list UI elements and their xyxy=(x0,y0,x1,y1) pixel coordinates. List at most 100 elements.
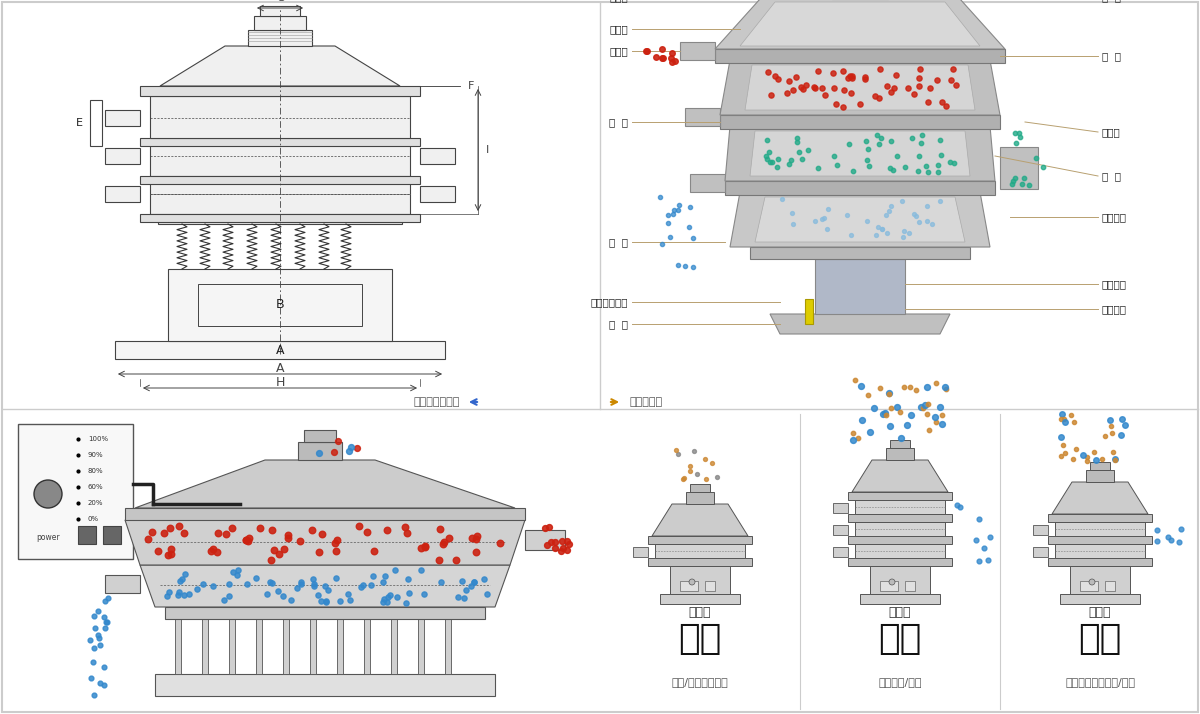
Point xyxy=(838,72,857,84)
Point xyxy=(236,534,256,545)
Point xyxy=(97,616,116,628)
Point xyxy=(882,86,901,98)
Point xyxy=(970,514,989,526)
Point xyxy=(757,134,776,146)
Point xyxy=(292,578,311,589)
Point xyxy=(464,576,484,588)
Point xyxy=(89,605,108,617)
Point xyxy=(1010,131,1030,142)
Point xyxy=(978,555,997,566)
Point xyxy=(827,159,846,171)
Point xyxy=(827,99,846,110)
Point xyxy=(918,398,937,410)
FancyBboxPatch shape xyxy=(690,484,710,492)
Point xyxy=(936,383,955,394)
Point xyxy=(452,575,472,586)
Point xyxy=(899,82,918,94)
FancyBboxPatch shape xyxy=(706,581,715,591)
FancyBboxPatch shape xyxy=(1048,558,1152,566)
Point xyxy=(910,216,929,228)
Point xyxy=(780,75,799,86)
Point xyxy=(916,161,935,172)
Point xyxy=(220,578,239,589)
Point xyxy=(857,155,876,166)
Point xyxy=(84,657,103,668)
Point xyxy=(890,406,910,418)
Text: 0%: 0% xyxy=(88,516,100,522)
Point xyxy=(881,162,900,174)
FancyBboxPatch shape xyxy=(260,6,300,16)
FancyBboxPatch shape xyxy=(848,558,952,566)
Point xyxy=(674,472,694,483)
Point xyxy=(808,65,827,76)
Point xyxy=(316,580,335,592)
Point xyxy=(90,678,109,689)
Point xyxy=(868,222,887,233)
Point xyxy=(1051,431,1070,443)
Text: 100%: 100% xyxy=(88,436,108,442)
Point xyxy=(215,594,234,605)
Point xyxy=(278,532,298,543)
Point xyxy=(236,535,256,546)
Point xyxy=(1078,456,1097,467)
Point xyxy=(787,132,806,144)
Point xyxy=(1063,453,1082,465)
Point xyxy=(876,410,895,421)
Point xyxy=(154,528,173,539)
Point xyxy=(223,566,242,578)
Point xyxy=(96,595,115,607)
FancyBboxPatch shape xyxy=(1086,470,1114,482)
Point xyxy=(679,221,698,233)
Point xyxy=(1103,427,1122,438)
Point xyxy=(941,156,960,168)
Point xyxy=(917,200,936,211)
Point xyxy=(858,143,877,154)
FancyBboxPatch shape xyxy=(78,526,96,544)
Point xyxy=(760,146,779,158)
Point xyxy=(851,99,870,110)
Text: H: H xyxy=(275,376,284,390)
FancyBboxPatch shape xyxy=(634,547,648,557)
Text: 运输固定螺栓: 运输固定螺栓 xyxy=(590,297,628,307)
Point xyxy=(920,82,940,94)
Point xyxy=(536,523,556,534)
Text: 80%: 80% xyxy=(88,468,103,474)
Point xyxy=(893,231,912,242)
Text: 60%: 60% xyxy=(88,484,103,490)
Point xyxy=(398,573,418,584)
Point xyxy=(817,223,836,235)
FancyBboxPatch shape xyxy=(106,575,140,593)
Point xyxy=(557,544,576,555)
Point xyxy=(878,387,898,398)
Point xyxy=(868,130,887,141)
Point xyxy=(980,531,1000,543)
Point xyxy=(1112,413,1132,425)
Text: 防尘盖: 防尘盖 xyxy=(610,24,628,34)
Point xyxy=(174,528,193,539)
Point xyxy=(908,166,928,177)
Text: 筛  盘: 筛 盘 xyxy=(1102,171,1121,181)
Point xyxy=(665,56,684,67)
Point xyxy=(895,161,914,172)
FancyBboxPatch shape xyxy=(870,566,930,594)
Point xyxy=(161,543,180,555)
Point xyxy=(653,52,672,64)
Point xyxy=(262,555,281,566)
Point xyxy=(786,71,805,83)
Point xyxy=(841,229,860,241)
Point xyxy=(169,521,188,532)
FancyBboxPatch shape xyxy=(198,284,362,326)
Point xyxy=(684,445,703,456)
Point xyxy=(869,139,888,150)
Point xyxy=(902,409,922,421)
Point xyxy=(923,218,942,229)
Point xyxy=(84,643,103,654)
Polygon shape xyxy=(725,126,995,181)
Text: power: power xyxy=(36,533,60,541)
Point xyxy=(877,228,896,239)
FancyBboxPatch shape xyxy=(364,619,370,674)
Point xyxy=(780,158,799,169)
Point xyxy=(966,534,985,545)
Point xyxy=(1111,429,1130,441)
FancyBboxPatch shape xyxy=(18,424,133,559)
